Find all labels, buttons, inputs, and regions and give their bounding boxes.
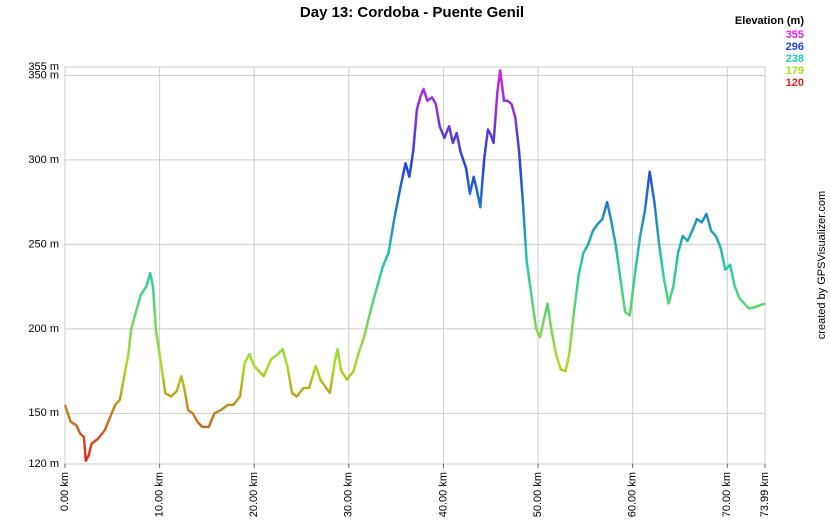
legend-entry: 179 bbox=[786, 65, 804, 77]
x-tick-label: 0.00 km bbox=[59, 472, 71, 511]
y-tick-label: 300 m bbox=[28, 154, 59, 166]
y-tick-label: 350 m bbox=[28, 69, 59, 81]
x-tick-label: 20.00 km bbox=[248, 472, 260, 517]
legend-entry: 120 bbox=[786, 77, 804, 89]
y-tick-label: 200 m bbox=[28, 323, 59, 335]
y-tick-label: 120 m bbox=[28, 458, 59, 470]
legend-entry: 238 bbox=[786, 53, 804, 65]
x-tick-label: 73.99 km bbox=[759, 472, 771, 517]
legend-entry: 355 bbox=[786, 29, 804, 41]
y-tick-label: 250 m bbox=[28, 238, 59, 250]
x-tick-label: 10.00 km bbox=[154, 472, 166, 517]
chart-title: Day 13: Cordoba - Puente Genil bbox=[300, 4, 524, 21]
y-tick-label: 150 m bbox=[28, 407, 59, 419]
x-tick-label: 30.00 km bbox=[343, 472, 355, 517]
credit: created by GPSVisualizer.com bbox=[816, 191, 828, 339]
x-tick-label: 60.00 km bbox=[627, 472, 639, 517]
x-tick-label: 40.00 km bbox=[437, 472, 449, 517]
x-tick-label: 70.00 km bbox=[721, 472, 733, 517]
x-tick-label: 50.00 km bbox=[532, 472, 544, 517]
legend-title: Elevation (m) bbox=[735, 15, 804, 27]
elevation-line bbox=[63, 69, 766, 462]
legend-entry: 296 bbox=[786, 41, 804, 53]
y-tick-label: 355 m bbox=[28, 61, 59, 73]
